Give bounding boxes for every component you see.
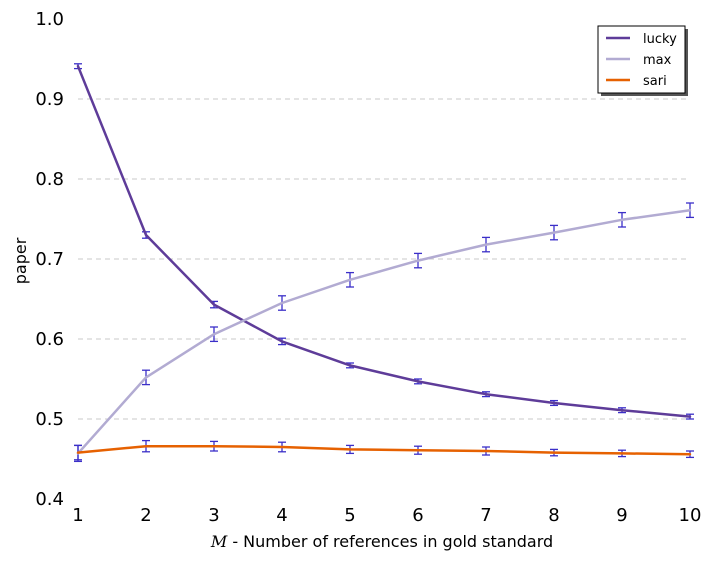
x-tick-label: 10: [679, 505, 702, 526]
x-tick-label: 9: [616, 505, 627, 526]
x-tick-label: 2: [140, 505, 151, 526]
x-tick-label: 8: [548, 505, 559, 526]
legend: lucky max sari: [597, 25, 688, 96]
x-tick-label: 3: [208, 505, 219, 526]
x-tick-label: 7: [480, 505, 491, 526]
x-tick-label: 5: [344, 505, 355, 526]
legend-label-sari: sari: [643, 74, 667, 89]
series-line-sari: [76, 444, 692, 456]
y-tick-label: 1.0: [35, 9, 64, 30]
legend-label-lucky: lucky: [643, 32, 677, 47]
y-tick-label: 0.9: [35, 89, 64, 110]
y-tick-label: 0.5: [35, 409, 64, 430]
series-line-lucky: [76, 64, 692, 418]
grid-lines: [78, 98, 690, 420]
x-axis-label: M - Number of references in gold standar…: [210, 532, 553, 551]
series-lines: [76, 64, 692, 456]
tick-labels: 0.4 0.5 0.6 0.7 0.8 0.9 1.0 1 2 3 4 5 6 7 8 9 10: [35, 9, 701, 526]
y-tick-label: 0.7: [35, 249, 64, 270]
y-tick-label: 0.8: [35, 169, 64, 190]
x-tick-label: 1: [72, 505, 83, 526]
x-tick-label: 6: [412, 505, 423, 526]
error-bars: [74, 63, 694, 463]
y-tick-label: 0.4: [35, 489, 64, 510]
x-tick-label: 4: [276, 505, 287, 526]
y-tick-label: 0.6: [35, 329, 64, 350]
x-axis-text: - Number of references in gold standard: [227, 532, 553, 551]
y-axis-label: paper: [11, 237, 30, 284]
series-line-max: [76, 208, 692, 455]
legend-label-max: max: [643, 53, 672, 68]
x-axis-symbol: M: [210, 532, 228, 551]
